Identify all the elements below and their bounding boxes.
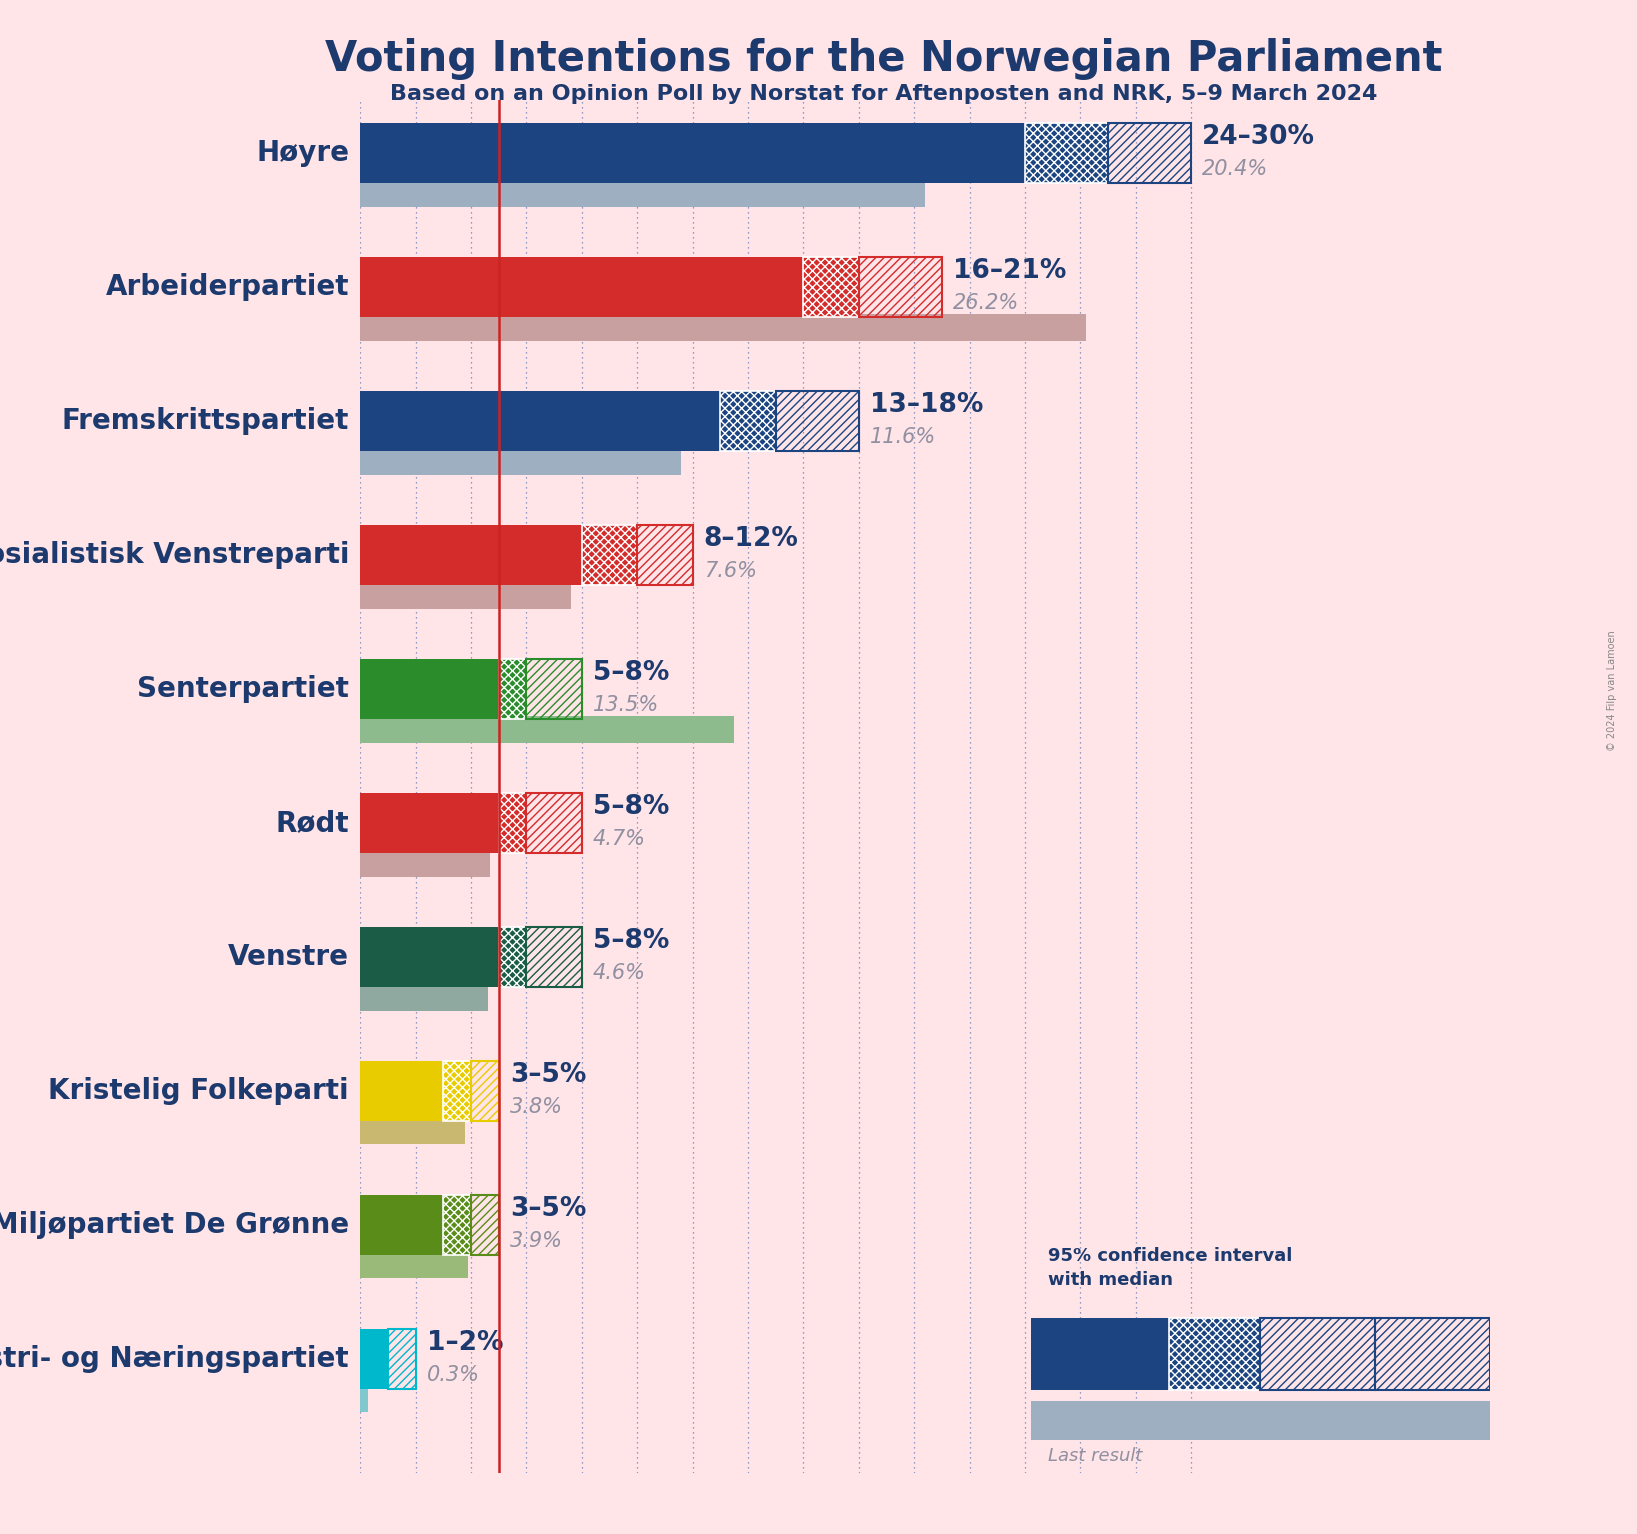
Bar: [360, 391, 720, 451]
Text: 3.8%: 3.8%: [509, 1097, 563, 1117]
Bar: [360, 850, 491, 876]
Text: 26.2%: 26.2%: [953, 293, 1020, 313]
Bar: [720, 391, 776, 451]
Bar: [360, 793, 499, 853]
Bar: [1031, 1318, 1260, 1390]
Text: Kristelig Folkeparti: Kristelig Folkeparti: [49, 1077, 349, 1104]
Bar: [360, 258, 804, 318]
Bar: [859, 258, 941, 318]
Bar: [471, 1195, 499, 1255]
Text: 11.6%: 11.6%: [869, 428, 936, 448]
Text: 3.9%: 3.9%: [509, 1230, 563, 1250]
Bar: [360, 525, 581, 586]
Bar: [776, 391, 859, 451]
Text: Rødt: Rødt: [275, 808, 349, 838]
Text: Senterpartiet: Senterpartiet: [138, 675, 349, 703]
Text: Last result: Last result: [1048, 1447, 1143, 1465]
Bar: [360, 1252, 468, 1278]
Bar: [360, 983, 488, 1011]
Bar: [360, 314, 1085, 341]
Bar: [360, 581, 571, 609]
Bar: [444, 1195, 471, 1255]
Text: Based on an Opinion Poll by Norstat for Aftenposten and NRK, 5–9 March 2024: Based on an Opinion Poll by Norstat for …: [390, 84, 1378, 104]
Bar: [471, 1060, 499, 1121]
Bar: [444, 1195, 471, 1255]
Text: 8–12%: 8–12%: [704, 526, 799, 552]
Bar: [527, 660, 581, 719]
Text: 5–8%: 5–8%: [593, 928, 670, 954]
Bar: [360, 1195, 444, 1255]
Bar: [1260, 1318, 1375, 1390]
Bar: [388, 1328, 416, 1388]
Text: © 2024 Filp van Lamoen: © 2024 Filp van Lamoen: [1608, 630, 1617, 750]
Bar: [360, 1118, 465, 1144]
Text: 4.7%: 4.7%: [593, 828, 647, 850]
Bar: [360, 927, 499, 986]
Bar: [1169, 1318, 1260, 1390]
Text: 0.3%: 0.3%: [427, 1365, 480, 1385]
Bar: [360, 179, 925, 207]
Text: Venstre: Venstre: [228, 943, 349, 971]
Bar: [499, 927, 527, 986]
Bar: [1375, 1318, 1490, 1390]
Text: 16–21%: 16–21%: [953, 258, 1066, 284]
Bar: [1025, 123, 1108, 184]
Text: 4.6%: 4.6%: [593, 963, 647, 983]
Text: Fremskrittspartiet: Fremskrittspartiet: [62, 407, 349, 436]
Bar: [527, 927, 581, 986]
Bar: [1169, 1318, 1260, 1390]
Bar: [499, 793, 527, 853]
Bar: [637, 525, 692, 586]
Bar: [581, 525, 637, 586]
Text: Voting Intentions for the Norwegian Parliament: Voting Intentions for the Norwegian Parl…: [326, 38, 1442, 80]
Bar: [581, 525, 637, 586]
Text: Industri- og Næringspartiet: Industri- og Næringspartiet: [0, 1345, 349, 1373]
Bar: [360, 1060, 444, 1121]
Text: 13–18%: 13–18%: [869, 393, 984, 419]
Bar: [499, 927, 527, 986]
Bar: [444, 1060, 471, 1121]
Text: Arbeiderpartiet: Arbeiderpartiet: [105, 273, 349, 301]
Bar: [360, 1328, 388, 1388]
Text: 3–5%: 3–5%: [509, 1062, 586, 1088]
Text: 3–5%: 3–5%: [509, 1197, 586, 1221]
Bar: [360, 1385, 368, 1413]
Bar: [360, 448, 681, 474]
Bar: [1031, 1401, 1490, 1440]
Bar: [499, 660, 527, 719]
Text: Høyre: Høyre: [255, 140, 349, 167]
Text: 5–8%: 5–8%: [593, 660, 670, 686]
Text: Miljøpartiet De Grønne: Miljøpartiet De Grønne: [0, 1210, 349, 1239]
Text: 7.6%: 7.6%: [704, 561, 756, 581]
Text: 5–8%: 5–8%: [593, 795, 670, 821]
Bar: [804, 258, 859, 318]
Text: 24–30%: 24–30%: [1202, 124, 1315, 150]
Bar: [444, 1060, 471, 1121]
Text: 13.5%: 13.5%: [593, 695, 660, 715]
Text: 95% confidence interval
with median: 95% confidence interval with median: [1048, 1247, 1292, 1289]
Bar: [1108, 123, 1192, 184]
Text: Sosialistisk Venstreparti: Sosialistisk Venstreparti: [0, 542, 349, 569]
Bar: [360, 716, 733, 742]
Bar: [720, 391, 776, 451]
Text: 20.4%: 20.4%: [1202, 160, 1269, 179]
Bar: [1025, 123, 1108, 184]
Bar: [499, 660, 527, 719]
Bar: [804, 258, 859, 318]
Bar: [499, 793, 527, 853]
Bar: [527, 793, 581, 853]
Bar: [360, 660, 499, 719]
Text: 1–2%: 1–2%: [427, 1330, 503, 1356]
Bar: [360, 123, 1025, 184]
